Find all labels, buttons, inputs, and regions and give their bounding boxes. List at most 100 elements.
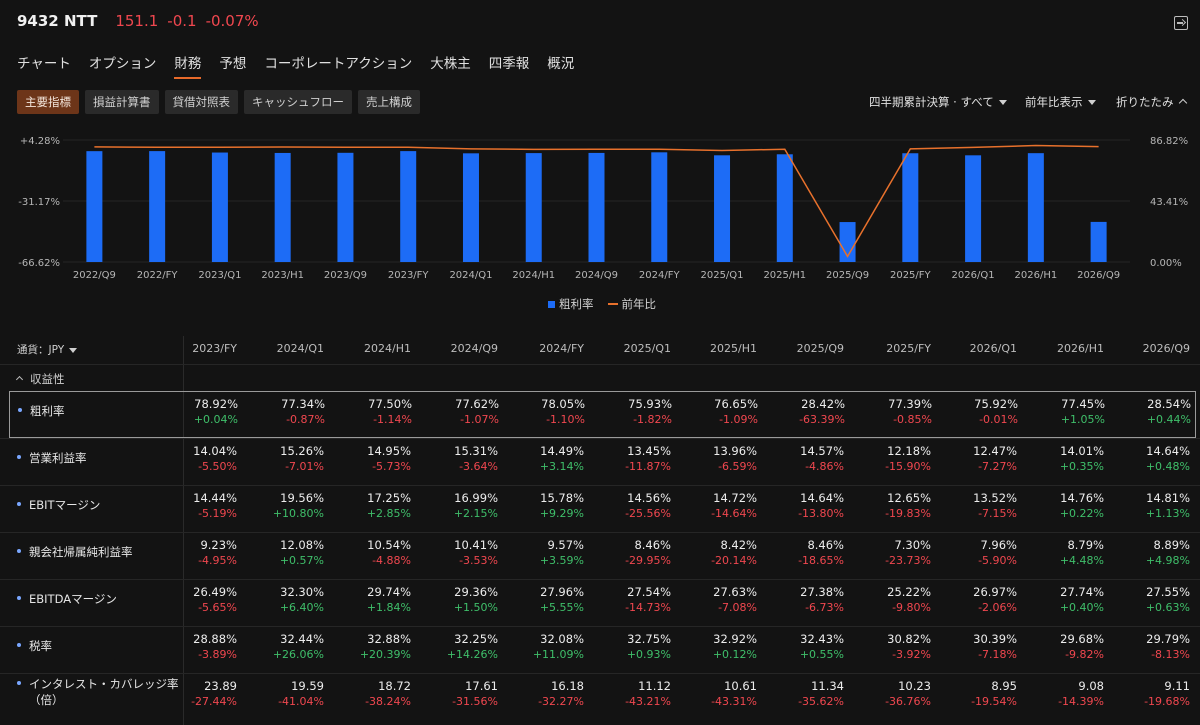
cell-change: +1.13%	[1145, 507, 1190, 520]
legend-bar-swatch	[548, 300, 555, 308]
cell-change: +2.85%	[366, 507, 411, 520]
gross-margin-chart: +4.28% -31.17% -66.62% 86.82% 43.41% 0.00% 202…	[18, 136, 1188, 281]
cell-value: 23.89	[204, 679, 237, 693]
bar[interactable]	[337, 152, 354, 262]
subtab[interactable]: 損益計算書	[85, 90, 159, 114]
bar[interactable]	[525, 153, 542, 262]
table-cell: 14.04% -5.50%	[157, 444, 237, 474]
table-cell: 15.31% -3.64%	[418, 444, 498, 474]
table-cell: 17.61 -31.56%	[418, 679, 498, 709]
column-header: 2026/Q9	[1142, 342, 1190, 355]
cell-value: 26.49%	[193, 585, 237, 599]
nav-tab[interactable]: 概況	[547, 56, 575, 72]
row-label-text: 親会社帰属純利益率	[29, 545, 133, 559]
column-header: 2026/Q1	[969, 342, 1017, 355]
bar[interactable]	[839, 222, 856, 262]
nav-tab[interactable]: 大株主	[430, 56, 471, 72]
bar[interactable]	[149, 151, 166, 262]
cell-value: 7.30%	[894, 538, 931, 552]
row-label: 営業利益率	[17, 450, 87, 466]
cell-change: -1.07%	[460, 413, 499, 426]
chart-legend: 粗利率 前年比	[548, 296, 656, 312]
cell-value: 32.88%	[367, 632, 411, 646]
bar[interactable]	[1027, 153, 1044, 262]
bar[interactable]	[86, 151, 103, 262]
table-cell: 32.30% +6.40%	[244, 585, 324, 615]
bullet-icon	[17, 596, 21, 600]
table-cell: 9.23% -4.95%	[157, 538, 237, 568]
cell-change: -3.89%	[198, 648, 237, 661]
nav-tab[interactable]: オプション	[88, 56, 157, 72]
period-dropdown[interactable]: 四半期累計決算 · すべて	[869, 94, 1007, 110]
bar[interactable]	[274, 152, 291, 262]
cell-value: 75.92%	[974, 397, 1018, 411]
nav-tab[interactable]: 財務	[174, 52, 202, 79]
table-cell: 32.92% +0.12%	[677, 632, 757, 662]
nav-tab[interactable]: 予想	[219, 56, 247, 72]
cell-change: -0.85%	[893, 413, 932, 426]
table-cell: 27.38% -6.73%	[764, 585, 844, 615]
table-row[interactable]: EBITDAマージン 26.49% -5.65% 32.30% +6.40% 29.74%…	[0, 579, 1200, 626]
table-row[interactable]: 親会社帰属純利益率 9.23% -4.95% 12.08% +0.57% 10.54% -4…	[0, 532, 1200, 579]
nav-tab[interactable]: チャート	[17, 56, 71, 72]
cell-change: +11.09%	[532, 648, 584, 661]
cell-change: -6.73%	[805, 601, 844, 614]
table-cell: 10.23 -36.76%	[851, 679, 931, 709]
ticker-symbol: 9432 NTT	[17, 12, 98, 30]
column-header: 2025/Q1	[623, 342, 671, 355]
table-row[interactable]: インタレスト・カバレッジ率（倍） 23.89 -27.44% 19.59 -41.04%…	[0, 673, 1200, 720]
nav-tab[interactable]: 四季報	[488, 56, 530, 72]
section-profitability[interactable]: 収益性	[0, 364, 1200, 390]
cell-value: 14.64%	[1146, 444, 1190, 458]
bar[interactable]	[651, 152, 668, 262]
table-cell: 32.75% +0.93%	[591, 632, 671, 662]
bar[interactable]	[714, 155, 731, 262]
bar[interactable]	[588, 152, 605, 262]
table-cell: 13.45% -11.87%	[591, 444, 671, 474]
cell-change: -41.04%	[278, 695, 324, 708]
table-cell: 8.46% -29.95%	[591, 538, 671, 568]
cell-change: +0.93%	[626, 648, 671, 661]
cell-change: +26.06%	[272, 648, 324, 661]
quote-header: 9432 NTT 151.1 -0.1 -0.07%	[17, 12, 268, 36]
cell-value: 8.46%	[634, 538, 671, 552]
table-cell: 12.65% -19.83%	[851, 491, 931, 521]
table-cell: 9.11 -19.68%	[1110, 679, 1190, 709]
subtab[interactable]: 貸借対照表	[164, 90, 238, 114]
bar[interactable]	[400, 151, 417, 262]
bar[interactable]	[965, 155, 982, 262]
yoy-dropdown[interactable]: 前年比表示	[1025, 94, 1096, 110]
subtab[interactable]: キャッシュフロー	[244, 90, 352, 114]
left-axis-tick: -66.62%	[18, 258, 60, 269]
currency-dropdown[interactable]: 通貨：JPY	[17, 342, 78, 357]
table-row[interactable]: 粗利率 78.92% +0.04% 77.34% -0.87% 77.50% -1.14% 7…	[9, 391, 1196, 438]
cell-change: +2.15%	[453, 507, 498, 520]
row-label-text: 営業利益率	[29, 451, 87, 465]
table-cell: 14.44% -5.19%	[157, 491, 237, 521]
chevron-down-icon	[998, 100, 1007, 105]
table-cell: 32.88% +20.39%	[331, 632, 411, 662]
cell-value: 13.52%	[973, 491, 1017, 505]
cell-change: +3.59%	[539, 554, 584, 567]
cell-change: -9.80%	[892, 601, 931, 614]
table-cell: 78.92% +0.04%	[158, 397, 238, 427]
table-row[interactable]: EBITマージン 14.44% -5.19% 19.56% +10.80% 17.25% +…	[0, 485, 1200, 532]
table-cell: 17.25% +2.85%	[331, 491, 411, 521]
bar[interactable]	[462, 153, 479, 262]
table-row[interactable]: 営業利益率 14.04% -5.50% 15.26% -7.01% 14.95% -5.73…	[0, 438, 1200, 485]
bar[interactable]	[776, 154, 793, 262]
bar[interactable]	[1090, 221, 1107, 262]
bar[interactable]	[902, 153, 919, 262]
cell-change: -3.53%	[459, 554, 498, 567]
nav-tab[interactable]: コーポレートアクション	[264, 56, 413, 72]
table-row[interactable]: 税率 28.88% -3.89% 32.44% +26.06% 32.88% +20.39%…	[0, 626, 1200, 673]
subtab[interactable]: 売上構成	[358, 90, 420, 114]
x-axis-tick: 2022/Q9	[73, 270, 116, 281]
legend-series-line: 前年比	[621, 297, 657, 311]
collapse-toggle[interactable]: 折りたたみ	[1116, 94, 1187, 110]
subtab[interactable]: 主要指標	[17, 90, 79, 114]
cell-change: -5.65%	[198, 601, 237, 614]
x-axis-tick: 2023/Q1	[198, 270, 241, 281]
exit-panel-icon[interactable]	[1174, 16, 1188, 30]
bar[interactable]	[211, 152, 228, 262]
